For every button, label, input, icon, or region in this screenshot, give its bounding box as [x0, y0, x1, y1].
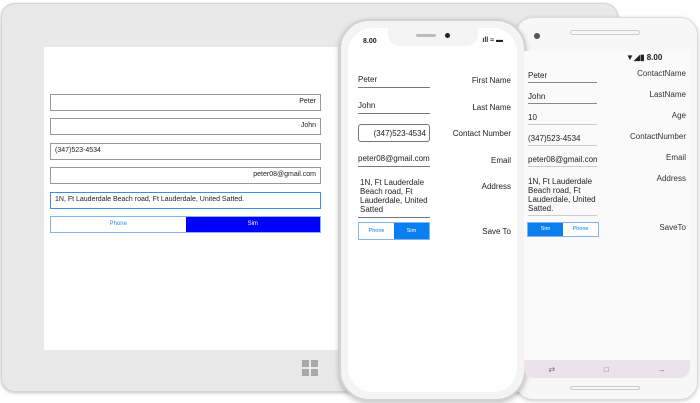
- contact-number-field[interactable]: (347)523-4534: [358, 124, 430, 142]
- speaker-icon: [570, 30, 640, 35]
- label-contact-number: ContactNumber: [629, 132, 686, 141]
- email-field[interactable]: peter08@gmail.com: [50, 167, 321, 184]
- save-to-segmented: Phone Sim: [50, 216, 321, 233]
- recent-apps-icon[interactable]: ⇄: [548, 364, 556, 374]
- label-address: Address: [656, 174, 686, 183]
- contact-number-field[interactable]: (347)523-4534: [528, 134, 597, 146]
- camera-icon: [534, 33, 540, 39]
- email-field[interactable]: peter08@gmail.com: [528, 155, 597, 167]
- windows-logo-icon: [302, 360, 318, 376]
- label-email: Email: [665, 153, 686, 162]
- notch: [388, 28, 478, 46]
- label-last-name: LastName: [649, 90, 686, 99]
- save-to-segmented: Sim Phone: [527, 222, 599, 237]
- camera-icon: [445, 33, 450, 38]
- segment-phone[interactable]: Phone: [563, 223, 598, 236]
- label-contact-number: Contact Number: [452, 129, 511, 138]
- label-contact-name: ContactName: [637, 69, 686, 78]
- label-email: Email: [490, 156, 511, 165]
- address-field[interactable]: 1N, Ft Lauderdale Beach road, Ft Lauderd…: [50, 192, 321, 209]
- save-to-segmented: Phone Sim: [358, 222, 430, 240]
- segment-sim[interactable]: Sim: [185, 217, 320, 232]
- status-time: 8.00: [363, 38, 377, 45]
- address-field[interactable]: 1N, Ft Lauderdale Beach road, Ft Lauderd…: [358, 178, 430, 218]
- signal-wifi-battery-icon: ıll ≈ ▬: [482, 37, 503, 44]
- label-save-to: Save To: [482, 227, 511, 236]
- iphone-frame: 8.00 ıll ≈ ▬ First Name Peter Last Name …: [339, 19, 526, 401]
- email-field[interactable]: peter08@gmail.com: [358, 154, 430, 167]
- contact-number-field[interactable]: (347)523-4534: [50, 143, 321, 160]
- label-last-name: Last Name: [472, 103, 511, 112]
- label-address: Address: [481, 182, 511, 191]
- first-name-field[interactable]: Peter: [358, 75, 430, 88]
- age-field[interactable]: 10: [528, 113, 597, 125]
- back-icon[interactable]: →: [657, 364, 666, 374]
- contact-name-field[interactable]: Peter: [528, 71, 597, 83]
- android-phone-frame: ▼◢▮ 8.00 ContactName Peter LastName John…: [515, 17, 698, 400]
- address-field[interactable]: 1N, Ft Lauderdale Beach road, Ft Lauderd…: [528, 177, 597, 216]
- label-age: Age: [671, 111, 686, 120]
- last-name-field[interactable]: John: [528, 92, 597, 104]
- wifi-signal-battery-icon: ▼◢▮: [626, 53, 647, 62]
- label-first-name: First Name: [471, 76, 511, 85]
- last-name-field[interactable]: John: [358, 101, 430, 114]
- android-form: ContactName Peter LastName John Age 10 C…: [524, 51, 690, 378]
- android-nav-bar: ⇄ □ →: [524, 360, 690, 378]
- windows-form: Peter John (347)523-4534 peter08@gmail.c…: [44, 47, 338, 350]
- segment-phone[interactable]: Phone: [109, 221, 127, 227]
- segment-sim[interactable]: Sim: [528, 223, 563, 236]
- segment-sim[interactable]: Sim: [394, 223, 429, 239]
- label-save-to: SaveTo: [659, 223, 686, 232]
- last-name-field[interactable]: John: [50, 118, 321, 135]
- home-indicator: [570, 386, 640, 390]
- segment-phone[interactable]: Phone: [368, 228, 385, 234]
- status-time: 8.00: [646, 53, 663, 62]
- first-name-field[interactable]: Peter: [50, 94, 321, 111]
- status-bar: ▼◢▮ 8.00: [626, 53, 662, 62]
- ios-form: 8.00 ıll ≈ ▬ First Name Peter Last Name …: [348, 28, 517, 392]
- home-icon[interactable]: □: [603, 364, 609, 374]
